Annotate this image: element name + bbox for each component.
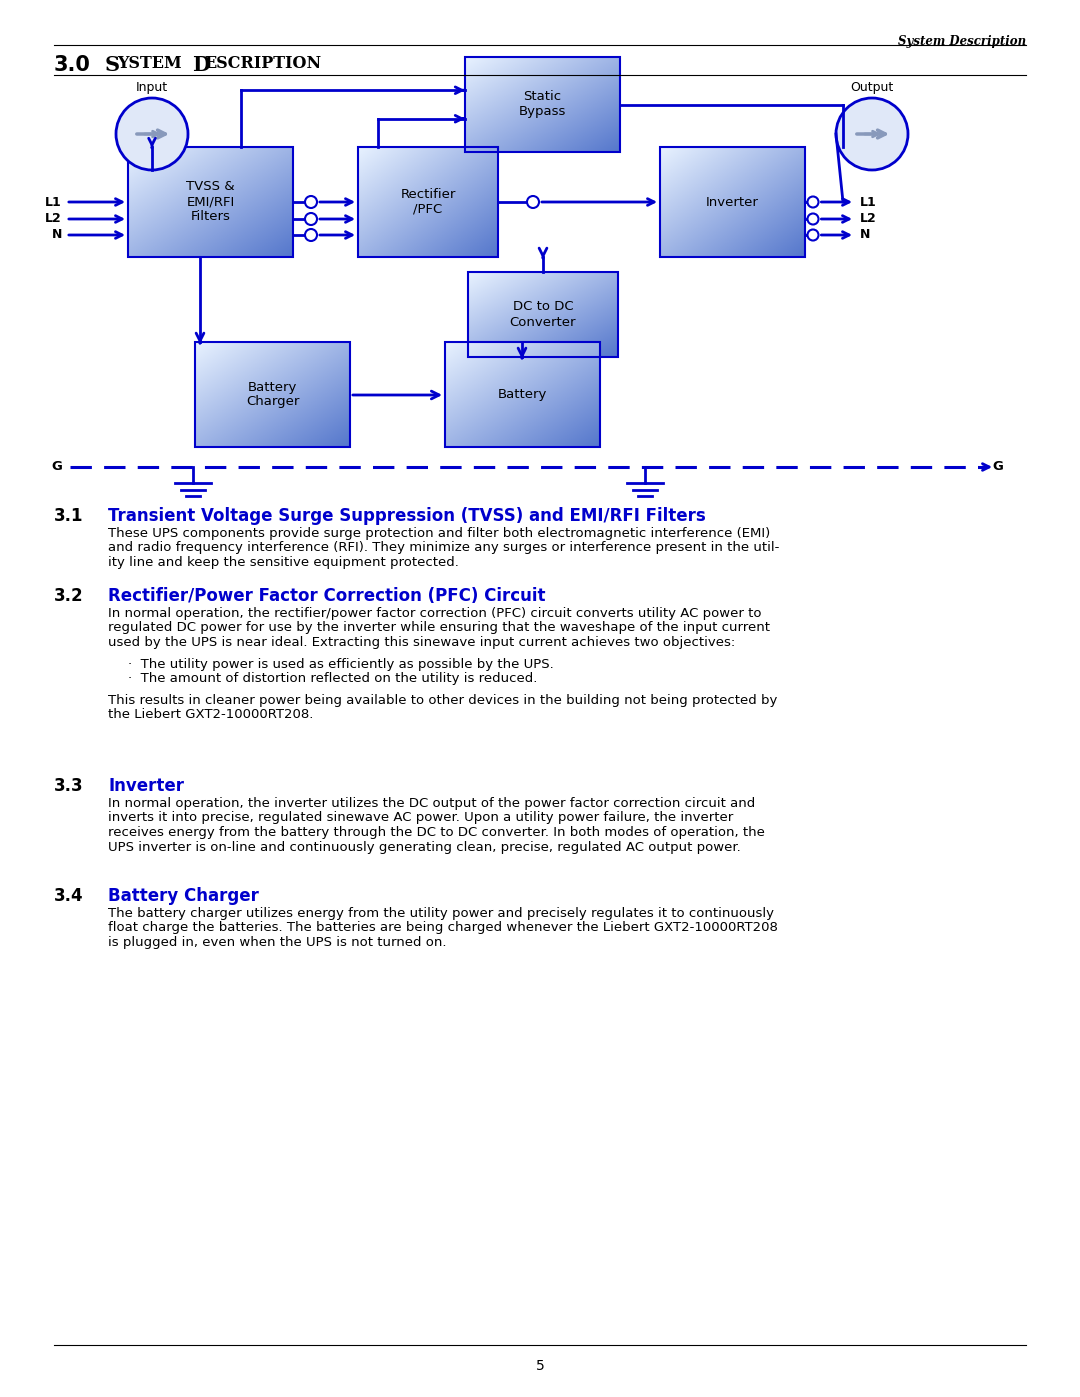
Circle shape [527,196,539,208]
Text: ity line and keep the sensitive equipment protected.: ity line and keep the sensitive equipmen… [108,556,459,569]
Text: 5: 5 [536,1359,544,1373]
Circle shape [836,98,908,170]
Text: inverts it into precise, regulated sinewave AC power. Upon a utility power failu: inverts it into precise, regulated sinew… [108,812,733,824]
Text: These UPS components provide surge protection and filter both electromagnetic in: These UPS components provide surge prote… [108,527,770,541]
Text: ESCRIPTION: ESCRIPTION [204,54,321,73]
Text: This results in cleaner power being available to other devices in the building n: This results in cleaner power being avai… [108,694,778,707]
Text: Battery Charger: Battery Charger [108,887,259,905]
Text: 3.3: 3.3 [54,777,83,795]
Text: S: S [105,54,120,75]
Text: Inverter: Inverter [108,777,184,795]
Circle shape [808,229,819,240]
Text: TVSS &
EMI/RFI
Filters: TVSS & EMI/RFI Filters [186,180,234,224]
Text: ·  The utility power is used as efficiently as possible by the UPS.: · The utility power is used as efficient… [129,658,554,671]
Text: L1: L1 [860,196,877,208]
Text: Static
Bypass: Static Bypass [518,91,566,119]
Text: The battery charger utilizes energy from the utility power and precisely regulat: The battery charger utilizes energy from… [108,907,774,921]
Text: DC to DC
Converter: DC to DC Converter [510,300,577,328]
Bar [357,147,498,257]
Circle shape [305,212,318,225]
Text: 3.0: 3.0 [54,54,91,75]
Text: float charge the batteries. The batteries are being charged whenever the Liebert: float charge the batteries. The batterie… [108,922,778,935]
Text: Output: Output [850,81,893,94]
Text: ·  The amount of distortion reflected on the utility is reduced.: · The amount of distortion reflected on … [129,672,538,686]
Text: N: N [860,229,870,242]
Text: receives energy from the battery through the DC to DC converter. In both modes o: receives energy from the battery through… [108,826,765,840]
Text: regulated DC power for use by the inverter while ensuring that the waveshape of : regulated DC power for use by the invert… [108,622,770,634]
Text: Input: Input [136,81,168,94]
Bar [465,57,620,152]
Text: the Liebert GXT2-10000RT208.: the Liebert GXT2-10000RT208. [108,708,313,721]
Text: Rectifier
/PFC: Rectifier /PFC [401,189,456,217]
Bar [445,342,600,447]
Circle shape [116,98,188,170]
Text: Battery
Charger: Battery Charger [246,380,299,408]
Text: YSTEM: YSTEM [117,54,181,73]
Text: Inverter: Inverter [706,196,759,208]
Text: N: N [52,229,62,242]
Text: 3.2: 3.2 [54,587,83,605]
Text: L2: L2 [45,212,62,225]
Bar [129,147,293,257]
Circle shape [305,196,318,208]
Text: L1: L1 [45,196,62,208]
Text: is plugged in, even when the UPS is not turned on.: is plugged in, even when the UPS is not … [108,936,446,949]
Circle shape [808,197,819,208]
Text: L2: L2 [860,212,877,225]
Text: In normal operation, the inverter utilizes the DC output of the power factor cor: In normal operation, the inverter utiliz… [108,798,755,810]
Text: UPS inverter is on-line and continuously generating clean, precise, regulated AC: UPS inverter is on-line and continuously… [108,841,741,854]
Text: 3.4: 3.4 [54,887,83,905]
Bar [195,342,350,447]
Text: In normal operation, the rectifier/power factor correction (PFC) circuit convert: In normal operation, the rectifier/power… [108,608,761,620]
Text: Rectifier/Power Factor Correction (PFC) Circuit: Rectifier/Power Factor Correction (PFC) … [108,587,545,605]
Text: used by the UPS is near ideal. Extracting this sinewave input current achieves t: used by the UPS is near ideal. Extractin… [108,636,735,650]
Text: Transient Voltage Surge Suppression (TVSS) and EMI/RFI Filters: Transient Voltage Surge Suppression (TVS… [108,507,705,525]
Text: System Description: System Description [897,35,1026,47]
Text: Battery: Battery [498,388,548,401]
Text: G: G [993,461,1003,474]
Text: D: D [192,54,210,75]
Bar [468,272,618,358]
Bar [660,147,805,257]
Text: and radio frequency interference (RFI). They minimize any surges or interference: and radio frequency interference (RFI). … [108,542,780,555]
Circle shape [305,229,318,242]
Circle shape [808,214,819,225]
Text: G: G [51,461,62,474]
Text: 3.1: 3.1 [54,507,83,525]
